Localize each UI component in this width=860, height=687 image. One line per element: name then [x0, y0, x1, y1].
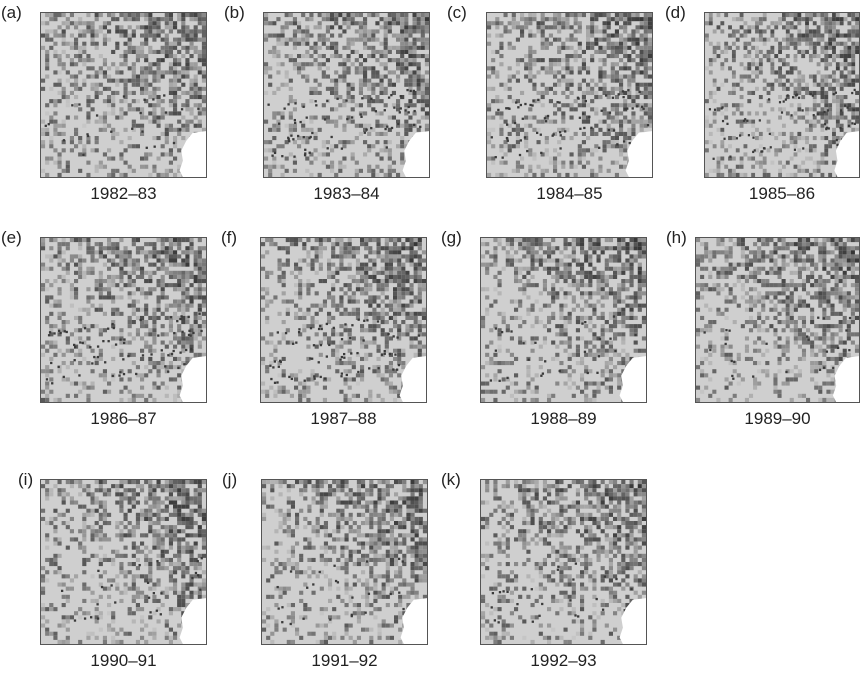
- map-texture: [481, 480, 646, 644]
- grayscale-map: [704, 12, 860, 178]
- panel-year-label: 1992–93: [530, 651, 597, 670]
- map-pixels: [705, 13, 859, 177]
- map-texture: [41, 480, 206, 644]
- panel-year-label: 1991–92: [311, 651, 378, 670]
- map-texture: [41, 238, 206, 402]
- panel-letter: (j): [222, 470, 238, 489]
- panel-year-label: 1989–90: [744, 409, 811, 428]
- map-panel-e: (e) 1986–87: [0, 225, 220, 445]
- panel-year-label: 1982–83: [90, 184, 157, 203]
- map-pixels: [264, 13, 429, 177]
- map-texture: [481, 238, 646, 402]
- map-dots: [269, 317, 424, 384]
- map-pixels: [262, 480, 427, 644]
- white-region: [179, 598, 206, 644]
- white-region: [179, 131, 206, 177]
- grayscale-map: [40, 12, 207, 178]
- map-panel-k: (k) 1992–93: [440, 467, 660, 687]
- map-dots: [489, 315, 637, 382]
- white-region: [832, 356, 859, 402]
- panel-year-label: 1986–87: [90, 409, 157, 428]
- white-region: [834, 131, 859, 177]
- grayscale-map: [480, 479, 647, 645]
- grayscale-map: [40, 479, 207, 645]
- grayscale-map: [486, 12, 653, 178]
- panel-letter: (h): [666, 228, 687, 247]
- panel-letter: (g): [441, 228, 462, 247]
- panel-year-label: 1983–84: [313, 184, 380, 203]
- white-region: [400, 598, 427, 644]
- map-pixels: [41, 238, 206, 402]
- map-dots: [44, 94, 200, 157]
- map-panel-g: (g) 1988–89: [440, 225, 660, 445]
- map-texture: [41, 13, 206, 177]
- white-region: [619, 598, 646, 644]
- map-pixels: [487, 13, 652, 177]
- map-dots: [60, 557, 203, 622]
- map-dots: [703, 316, 853, 380]
- panel-year-label: 1985–86: [748, 184, 816, 203]
- map-panel-f: (f) 1987–88: [220, 225, 440, 445]
- map-texture: [262, 480, 427, 644]
- grayscale-map: [480, 237, 647, 403]
- map-panel-a: (a) 1982–83: [0, 0, 220, 220]
- panel-letter: (e): [1, 228, 22, 247]
- map-pixels: [261, 238, 426, 402]
- panel-letter: (d): [665, 3, 686, 22]
- grayscale-map: [40, 237, 207, 403]
- panel-letter: (a): [1, 3, 22, 22]
- white-region: [625, 131, 652, 177]
- panel-letter: (k): [441, 470, 461, 489]
- map-panel-c: (c) 1984–85: [446, 0, 666, 220]
- white-region: [619, 356, 646, 402]
- panel-year-label: 1990–91: [90, 651, 157, 670]
- map-texture: [261, 238, 426, 402]
- map-texture: [705, 13, 859, 177]
- panel-year-label: 1988–89: [530, 409, 597, 428]
- map-dots: [45, 312, 203, 385]
- panel-letter: (f): [221, 228, 238, 247]
- grayscale-map: [260, 237, 427, 403]
- map-pixels: [481, 480, 646, 644]
- panel-letter: (c): [447, 3, 467, 22]
- map-texture: [696, 238, 859, 402]
- panel-year-label: 1984–85: [536, 184, 603, 203]
- grayscale-map: [695, 237, 860, 403]
- panel-year-label: 1987–88: [310, 409, 377, 428]
- white-region: [402, 131, 429, 177]
- map-pixels: [41, 480, 206, 644]
- map-texture: [264, 13, 429, 177]
- map-dots: [490, 89, 650, 159]
- white-region: [399, 356, 426, 402]
- map-dots: [276, 557, 405, 626]
- map-panel-h: (h) 1989–90: [665, 225, 860, 445]
- panel-letter: (i): [18, 470, 34, 489]
- map-panel-b: (b) 1983–84: [223, 0, 443, 220]
- map-panel-j: (j) 1991–92: [221, 467, 441, 687]
- map-dots: [267, 88, 422, 158]
- grayscale-map: [261, 479, 428, 645]
- panel-letter: (b): [224, 3, 245, 22]
- map-panel-i: (i) 1990–91: [0, 467, 220, 687]
- map-dots: [490, 562, 633, 624]
- map-panel-d: (d) 1985–86: [664, 0, 860, 220]
- grayscale-map: [263, 12, 430, 178]
- map-pixels: [41, 13, 206, 177]
- map-texture: [487, 13, 652, 177]
- figure-panel-grid: (a) 1982–83 (b) 1983–84 (c) 1984–85 (d) …: [0, 0, 860, 670]
- white-region: [179, 356, 206, 402]
